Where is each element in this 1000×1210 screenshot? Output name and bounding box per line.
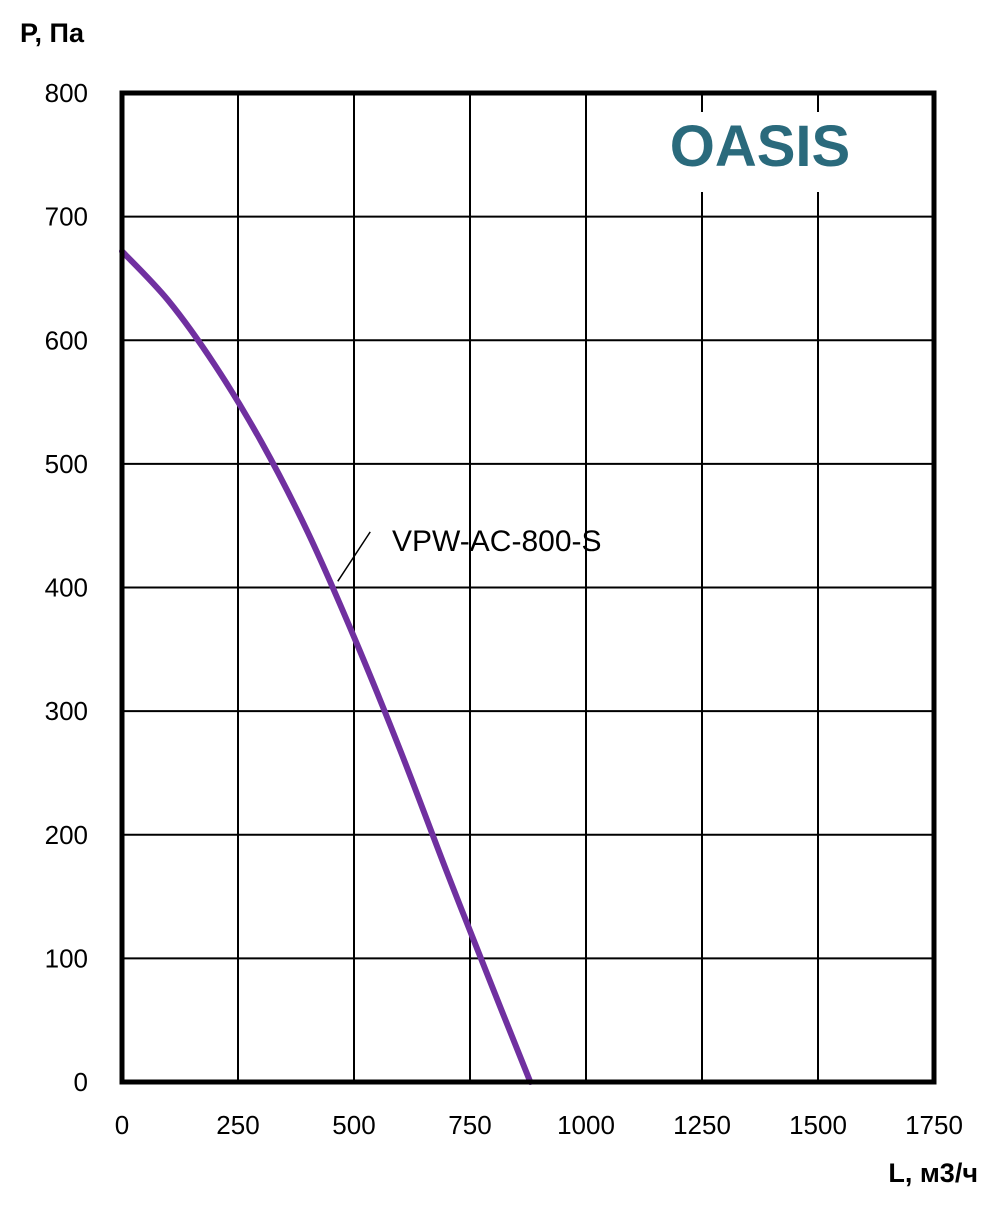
x-tick-label: 250 <box>216 1110 259 1140</box>
tick-labels: 0 250 500 750 1000 1250 1500 1750 0 100 200 300 400 5… <box>45 78 963 1140</box>
y-tick-label: 400 <box>45 573 88 603</box>
y-tick-label: 800 <box>45 78 88 108</box>
y-tick-label: 0 <box>74 1067 88 1097</box>
grid-lines <box>121 92 935 1083</box>
brand-logo: OASIS <box>670 114 851 179</box>
brand-logo-backdrop <box>665 112 855 192</box>
y-tick-label: 700 <box>45 202 88 232</box>
x-tick-label: 1750 <box>905 1110 963 1140</box>
y-tick-label: 500 <box>45 449 88 479</box>
x-tick-label: 1000 <box>557 1110 615 1140</box>
series-label-leader-line <box>337 531 371 582</box>
series-line <box>119 248 534 1085</box>
series-label: VPW-AC-800-S <box>392 525 602 558</box>
series-layer <box>119 248 534 1085</box>
x-tick-label: 750 <box>448 1110 491 1140</box>
x-tick-label: 1250 <box>673 1110 731 1140</box>
x-tick-label: 0 <box>115 1110 129 1140</box>
x-tick-label: 1500 <box>789 1110 847 1140</box>
y-tick-label: 200 <box>45 820 88 850</box>
y-tick-label: 100 <box>45 943 88 973</box>
y-tick-label: 300 <box>45 696 88 726</box>
y-axis-title: P, Па <box>20 18 85 48</box>
x-tick-label: 500 <box>332 1110 375 1140</box>
y-tick-label: 600 <box>45 325 88 355</box>
x-axis-title: L, м3/ч <box>888 1158 978 1188</box>
plot-frame <box>119 90 937 1085</box>
